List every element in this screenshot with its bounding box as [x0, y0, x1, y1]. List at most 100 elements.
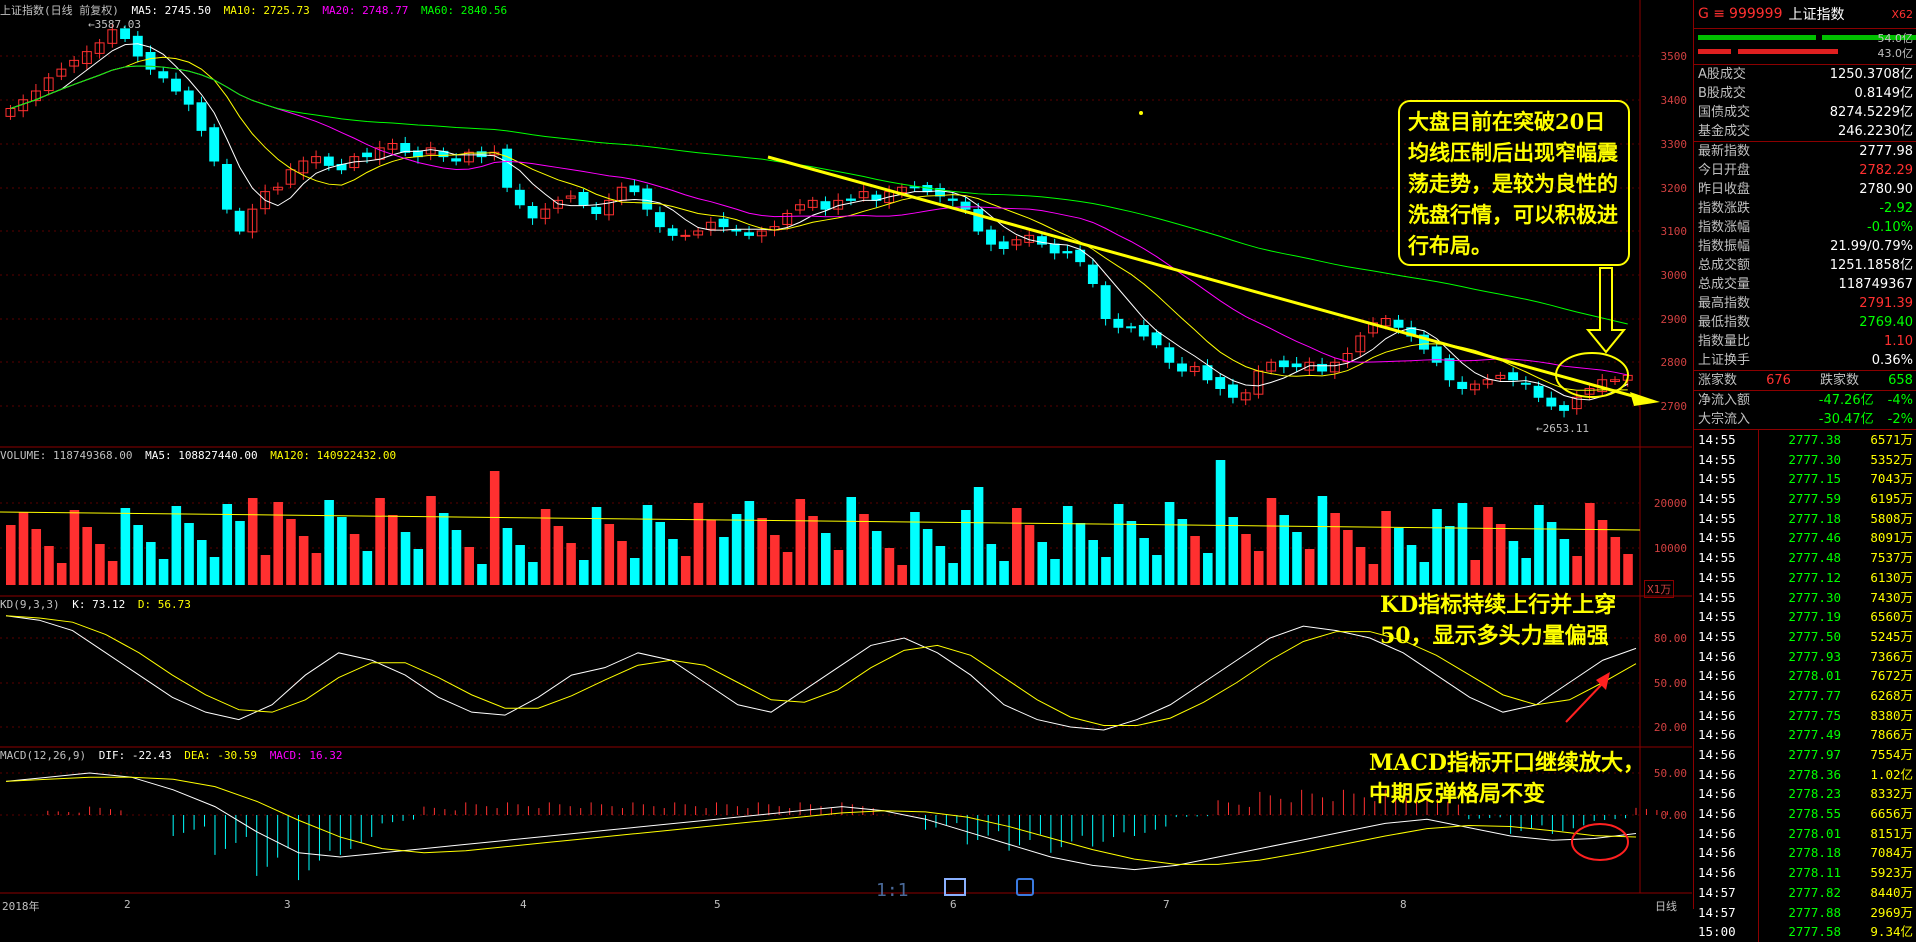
- volume-bar: [375, 498, 385, 585]
- volume-bar: [388, 515, 398, 585]
- candle-body: [183, 90, 194, 105]
- candle-body: [107, 29, 118, 44]
- volume-bar: [617, 541, 627, 585]
- volume-bar: [464, 547, 474, 585]
- volume-bar: [349, 534, 360, 585]
- candle-body: [973, 209, 984, 232]
- zoom-icon[interactable]: [1016, 878, 1034, 896]
- tick-row[interactable]: 14:55 2777.48 7537万: [1694, 548, 1916, 568]
- volume-bar: [133, 525, 143, 585]
- kd-legend-d: D: 56.73: [137, 598, 191, 611]
- volume-bar: [1241, 534, 1251, 585]
- tick-time: 14:55: [1694, 469, 1759, 490]
- candle-body: [1126, 326, 1137, 329]
- buy-sell-bars: 54.0亿 43.0亿: [1694, 29, 1916, 65]
- tick-row[interactable]: 14:56 2778.01 7672万: [1694, 666, 1916, 686]
- macd-dif-line: [5, 772, 1637, 871]
- volume-bar: [579, 560, 589, 585]
- tick-row[interactable]: 14:55 2777.38 6571万: [1694, 430, 1916, 450]
- candle-body: [986, 229, 996, 245]
- price-tick: 3200: [1660, 182, 1688, 195]
- candle-body: [1546, 397, 1557, 407]
- volume-bar: [1597, 520, 1608, 585]
- macd-legend-macd: MACD: 16.32: [269, 749, 343, 762]
- tick-row[interactable]: 14:56 2777.97 7554万: [1694, 745, 1916, 765]
- flow-row-pct: -2%: [1887, 412, 1913, 427]
- tick-time: 14:57: [1694, 882, 1759, 903]
- candle-body: [323, 156, 334, 166]
- x-label: 日线: [1655, 900, 1677, 913]
- stat-row: 指数涨幅 -0.10%: [1694, 218, 1916, 237]
- tick-row[interactable]: 14:55 2777.30 5352万: [1694, 449, 1916, 470]
- tick-row[interactable]: 14:56 2778.01 8151万: [1694, 823, 1916, 844]
- volume-bar: [120, 508, 131, 585]
- tick-row[interactable]: 14:57 2777.88 2969万: [1694, 902, 1916, 923]
- stat-row: A股成交 1250.3708亿: [1694, 65, 1916, 84]
- tick-row[interactable]: 14:56 2777.49 7866万: [1694, 725, 1916, 745]
- candle-body: [756, 230, 767, 237]
- tick-row[interactable]: 14:55 2777.46 8091万: [1694, 528, 1916, 549]
- tick-row[interactable]: 14:56 2778.36 1.02亿: [1694, 764, 1916, 785]
- volume-bar: [922, 529, 933, 585]
- volume-bar: [1037, 542, 1048, 585]
- tick-volume: 7366万: [1870, 648, 1913, 664]
- tick-list[interactable]: 14:55 2777.38 6571万 14:55 2777.30 5352万 14:55 2…: [1694, 430, 1916, 942]
- tick-row[interactable]: 14:55 2777.30 7430万: [1694, 587, 1916, 608]
- tick-time: 14:56: [1694, 764, 1759, 785]
- candle-body: [960, 201, 971, 210]
- trend-arrow-head: [1630, 392, 1660, 406]
- tick-row[interactable]: 14:57 2777.82 8440万: [1694, 882, 1916, 903]
- tick-row[interactable]: 14:56 2777.93 7366万: [1694, 646, 1916, 667]
- volume-bar: [642, 505, 653, 585]
- x-label: 8: [1400, 898, 1407, 911]
- tick-row[interactable]: 14:56 2778.18 7084万: [1694, 843, 1916, 864]
- stat-row-value: 2777.98: [1859, 144, 1913, 159]
- volume-bar: [324, 500, 334, 585]
- tick-price: 2777.18: [1788, 510, 1841, 526]
- tick-row[interactable]: 14:55 2777.50 5245万: [1694, 626, 1916, 647]
- tick-row[interactable]: 14:55 2777.12 6130万: [1694, 567, 1916, 588]
- ratio-button[interactable]: 1:1: [876, 880, 909, 901]
- tick-row[interactable]: 14:55 2777.15 7043万: [1694, 469, 1916, 490]
- candle-body: [1164, 347, 1175, 363]
- tick-price: 2777.12: [1788, 569, 1841, 585]
- tick-row[interactable]: 14:55 2777.59 6195万: [1694, 489, 1916, 509]
- candle-body: [578, 192, 589, 206]
- volume-bar: [1394, 528, 1404, 585]
- fit-screen-icon[interactable]: [944, 878, 966, 896]
- price-tick: 3000: [1660, 269, 1688, 282]
- flow-row-label: 大宗流入: [1698, 412, 1751, 427]
- stat-row: 指数振幅 21.99/0.79%: [1694, 237, 1916, 256]
- candle-body: [527, 206, 538, 219]
- volume-bar: [184, 523, 194, 585]
- tick-row[interactable]: 14:55 2777.18 5808万: [1694, 508, 1916, 529]
- candle-body: [820, 201, 831, 210]
- buy-bar-left: [1698, 35, 1816, 40]
- candle-body: [1444, 358, 1455, 381]
- tick-row[interactable]: 14:56 2777.75 8380万: [1694, 705, 1916, 726]
- tick-row[interactable]: 14:56 2778.11 5923万: [1694, 863, 1916, 883]
- tick-price: 2777.59: [1788, 491, 1841, 507]
- volume-bar: [1534, 505, 1544, 585]
- candle-body: [654, 212, 665, 228]
- chart-area[interactable]: 上证指数(日线 前复权) MA5: 2745.50 MA10: 2725.73 …: [0, 0, 1692, 913]
- volume-bar: [477, 564, 487, 585]
- stat-row-label: 指数涨跌: [1698, 201, 1751, 216]
- tick-row[interactable]: 14:56 2777.77 6268万: [1694, 685, 1916, 706]
- volume-legend-ma120: MA120: 140922432.00: [270, 449, 397, 462]
- tick-row[interactable]: 15:00 2777.58 9.34亿: [1694, 922, 1916, 942]
- candle-body: [591, 206, 602, 214]
- stat-row-label: B股成交: [1698, 86, 1746, 101]
- tick-row[interactable]: 14:55 2777.19 6560万: [1694, 607, 1916, 627]
- tick-row[interactable]: 14:56 2778.55 6656万: [1694, 804, 1916, 824]
- tick-price: 2777.38: [1788, 432, 1841, 447]
- turnover-stats: A股成交 1250.3708亿 B股成交 0.8149亿 国债成交 8274.5229亿基…: [1694, 65, 1916, 142]
- tick-row[interactable]: 14:56 2778.23 8332万: [1694, 784, 1916, 805]
- volume-bar: [1253, 551, 1264, 585]
- chart-canvas[interactable]: [0, 0, 1692, 909]
- tick-volume: 7084万: [1870, 845, 1913, 861]
- macd-tick: 0.00: [1660, 809, 1688, 822]
- volume-bar: [655, 522, 666, 585]
- tick-volume: 6130万: [1870, 569, 1913, 585]
- macd-tick: 50.00: [1653, 767, 1687, 780]
